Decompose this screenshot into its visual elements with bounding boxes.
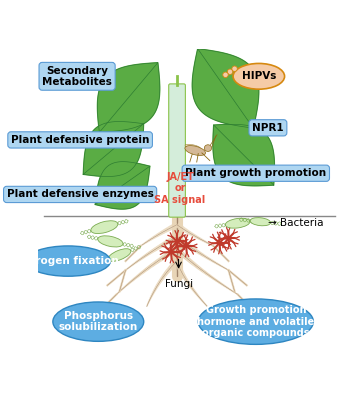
Ellipse shape [185,146,206,156]
Ellipse shape [98,236,123,247]
Text: Plant defensive enzymes: Plant defensive enzymes [7,189,154,199]
Ellipse shape [198,299,313,344]
Ellipse shape [227,69,233,75]
Text: Secondary
Metabolites: Secondary Metabolites [42,65,112,87]
Text: → Bacteria: → Bacteria [268,218,324,228]
Text: Plant defensive protein: Plant defensive protein [11,135,149,145]
Ellipse shape [233,63,285,89]
Polygon shape [97,63,160,132]
Text: Plant growth promotion: Plant growth promotion [185,168,326,178]
Text: Fungi: Fungi [165,279,193,289]
Polygon shape [213,124,274,186]
FancyBboxPatch shape [169,84,185,217]
Ellipse shape [225,218,250,228]
Ellipse shape [232,66,237,71]
Ellipse shape [250,218,271,226]
Ellipse shape [91,221,118,233]
Text: NPR1: NPR1 [252,123,284,133]
Ellipse shape [223,72,228,77]
Polygon shape [192,49,259,128]
Polygon shape [83,122,144,176]
Text: HIPVs: HIPVs [242,71,276,81]
Text: Phosphorus
solubilization: Phosphorus solubilization [59,311,138,332]
Text: Nitrogen fixation: Nitrogen fixation [18,256,118,266]
Polygon shape [95,162,150,209]
Ellipse shape [204,145,212,152]
Ellipse shape [26,246,110,276]
Ellipse shape [185,144,200,150]
Text: JA/ET
or
SA signal: JA/ET or SA signal [155,172,206,205]
Text: Growth promotion
hormone and volatile
organic compounds: Growth promotion hormone and volatile or… [197,305,314,338]
Ellipse shape [53,302,144,341]
Ellipse shape [108,249,131,261]
